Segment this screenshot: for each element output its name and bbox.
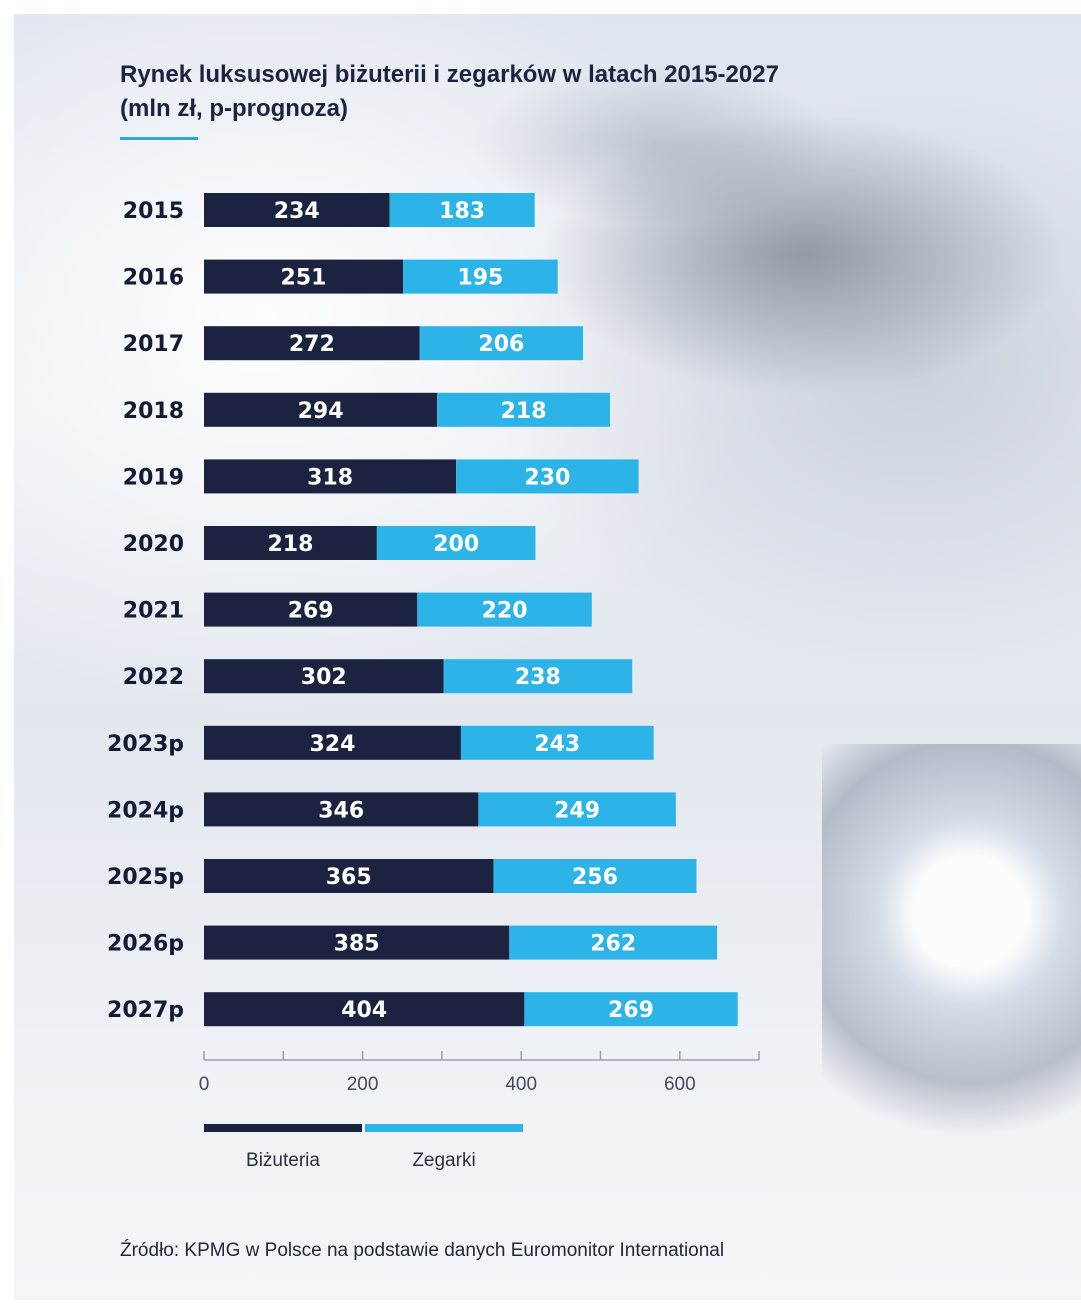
bar-jewelry — [204, 193, 390, 227]
data-label-watches: 238 — [515, 665, 561, 690]
bar-watches — [389, 193, 535, 227]
legend-swatch-jewelry — [204, 1124, 362, 1132]
bar-jewelry — [204, 659, 444, 694]
data-label-watches: 218 — [501, 399, 547, 424]
data-label-jewelry: 269 — [288, 599, 334, 624]
legend-label-jewelry: Biżuteria — [246, 1150, 320, 1171]
bar-watches — [443, 659, 633, 694]
category-label: 2026p — [107, 932, 184, 957]
bar-jewelry — [204, 792, 479, 827]
legend-label-watches: Zegarki — [412, 1150, 476, 1171]
data-label-jewelry: 251 — [281, 266, 327, 291]
data-label-jewelry: 404 — [341, 998, 387, 1023]
data-label-jewelry: 346 — [318, 798, 364, 823]
x-tick-label: 0 — [199, 1074, 210, 1095]
bar-jewelry — [204, 392, 438, 427]
data-label-jewelry: 218 — [267, 532, 313, 557]
data-label-watches: 183 — [439, 199, 485, 224]
category-label: 2022 — [123, 665, 184, 690]
x-tick-label: 400 — [505, 1074, 537, 1095]
category-label: 2018 — [123, 399, 184, 424]
bar-watches — [417, 592, 592, 627]
data-label-jewelry: 365 — [326, 865, 372, 890]
legend: Biżuteria Zegarki — [204, 1124, 544, 1184]
bar-watches — [456, 459, 639, 494]
bar-jewelry — [204, 592, 418, 627]
title-underline — [120, 137, 198, 140]
bar-watches — [509, 925, 718, 960]
source-note: Źródło: KPMG w Polsce na podstawie danyc… — [120, 1240, 725, 1261]
legend-swatch-watches — [365, 1124, 523, 1132]
diamond-image — [822, 744, 1081, 1164]
bar-chart: 2015 234 183 2016 251 195 2017 272 206 2018 294 218… — [107, 193, 760, 1095]
category-label: 2024p — [107, 798, 184, 823]
bar-watches — [493, 859, 697, 893]
bar-watches — [524, 992, 738, 1027]
x-tick-label: 600 — [664, 1074, 696, 1095]
data-label-watches: 269 — [608, 998, 654, 1023]
bar-jewelry — [204, 259, 404, 294]
bar-watches — [437, 392, 611, 427]
category-label: 2015 — [123, 199, 184, 224]
bar-watches — [460, 725, 654, 760]
category-label: 2020 — [123, 532, 184, 557]
data-label-watches: 243 — [534, 732, 580, 757]
data-label-watches: 230 — [524, 465, 570, 490]
bar-jewelry — [204, 725, 461, 760]
bar-jewelry — [204, 992, 525, 1027]
bar-watches — [478, 792, 676, 827]
data-label-jewelry: 234 — [274, 199, 320, 224]
x-tick-label: 200 — [347, 1074, 379, 1095]
data-label-watches: 249 — [554, 798, 600, 823]
page-background: Rynek luksusowej biżuterii i zegarków w … — [14, 14, 1081, 1300]
category-label: 2023p — [107, 732, 184, 757]
chart-title-line2: (mln zł, p-prognoza) — [120, 95, 348, 122]
data-label-watches: 200 — [433, 532, 479, 557]
bar-watches — [403, 259, 558, 294]
bar-jewelry — [204, 326, 420, 361]
bar-jewelry — [204, 859, 494, 893]
data-label-jewelry: 318 — [307, 465, 353, 490]
data-label-jewelry: 294 — [298, 399, 344, 424]
data-label-jewelry: 385 — [334, 932, 380, 957]
bar-watches — [376, 526, 536, 560]
data-label-jewelry: 272 — [289, 332, 335, 357]
data-label-jewelry: 324 — [309, 732, 355, 757]
data-label-watches: 256 — [572, 865, 618, 890]
category-label: 2021 — [123, 599, 184, 624]
chart-title-line1: Rynek luksusowej biżuterii i zegarków w … — [120, 61, 779, 88]
category-label: 2025p — [107, 865, 184, 890]
category-label: 2017 — [123, 332, 184, 357]
bar-watches — [419, 326, 584, 361]
bar-jewelry — [204, 526, 377, 560]
category-label: 2016 — [123, 266, 184, 291]
chart-title: Rynek luksusowej biżuterii i zegarków w … — [120, 58, 940, 126]
data-label-watches: 220 — [482, 599, 528, 624]
category-label: 2027p — [107, 998, 184, 1023]
data-label-jewelry: 302 — [301, 665, 347, 690]
category-label: 2019 — [123, 465, 184, 490]
data-label-watches: 206 — [478, 332, 524, 357]
data-label-watches: 195 — [457, 266, 503, 291]
bar-jewelry — [204, 925, 510, 960]
bar-jewelry — [204, 459, 457, 494]
data-label-watches: 262 — [590, 932, 636, 957]
